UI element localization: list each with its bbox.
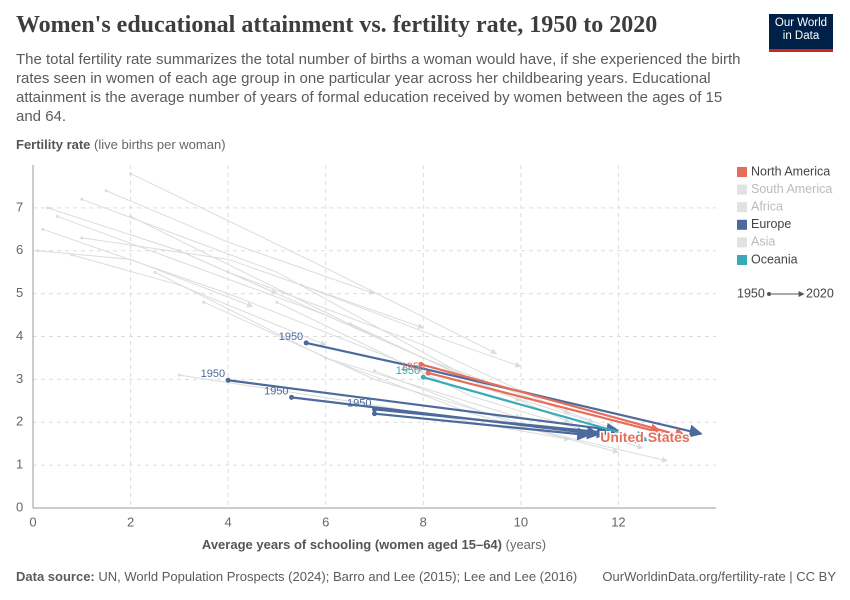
time-key-start: 1950 — [737, 286, 765, 300]
series-line — [81, 237, 424, 329]
time-key-end: 2020 — [806, 286, 834, 300]
start-point — [418, 361, 424, 367]
end-label: United States — [600, 429, 690, 445]
series-line — [37, 250, 254, 308]
start-point — [36, 249, 40, 253]
start-point — [348, 322, 352, 326]
series-line — [81, 198, 473, 380]
x-tick-label: 8 — [420, 514, 427, 529]
start-point — [104, 189, 108, 193]
y-axis-label: Fertility rate (live births per woman) — [16, 137, 226, 152]
y-tick-label: 4 — [16, 328, 23, 343]
legend-swatch — [737, 237, 747, 248]
x-tick-label: 12 — [611, 514, 625, 529]
start-point — [177, 373, 181, 377]
y-tick-label: 0 — [16, 499, 23, 514]
start-point — [299, 283, 303, 287]
start-point — [372, 411, 377, 417]
legend-swatch — [737, 184, 747, 195]
footer-source: Data source: UN, World Population Prospe… — [16, 569, 577, 584]
y-tick-label: 5 — [16, 285, 23, 300]
start-point — [420, 374, 426, 380]
start-point — [80, 197, 84, 201]
title: Women's educational attainment vs. ferti… — [16, 12, 658, 38]
series-line — [305, 341, 703, 438]
source: UN, World Population Prospects (2024); B… — [98, 569, 578, 584]
x-tick-label: 6 — [322, 514, 329, 529]
start-point — [226, 270, 230, 274]
start-label: 1950 — [396, 365, 420, 377]
x-axis-label: Average years of schooling (women aged 1… — [202, 537, 546, 552]
series-line — [47, 207, 278, 295]
y-tick-label: 7 — [16, 199, 23, 214]
series-line — [374, 370, 668, 463]
x-tick-label: 4 — [225, 514, 232, 529]
legend-swatch — [737, 167, 747, 177]
x-tick-label: 0 — [29, 514, 36, 529]
footer-url[interactable]: OurWorldinData.org/fertility-rate | CC B… — [602, 569, 836, 584]
start-point — [41, 227, 45, 231]
y-tick-label: 2 — [16, 414, 23, 429]
series-line — [420, 363, 689, 441]
start-point — [153, 270, 157, 274]
legend-swatch — [737, 219, 747, 230]
x-tick-label: 10 — [514, 514, 528, 529]
legend-label: Asia — [751, 235, 775, 249]
y-label-note: (live births per woman) — [94, 137, 226, 152]
y-tick-label: 1 — [16, 457, 23, 472]
start-point — [55, 214, 59, 218]
start-point — [46, 206, 50, 210]
legend-label: Europe — [751, 217, 791, 231]
start-label: 1950 — [279, 331, 303, 343]
series-line — [105, 190, 376, 295]
series-line — [179, 374, 571, 442]
source-label: Data source: — [16, 569, 95, 584]
legend-label: North America — [751, 164, 830, 178]
start-point — [372, 406, 377, 412]
start-point — [373, 369, 376, 373]
series-line — [427, 371, 664, 437]
y-tick-label: 6 — [16, 242, 23, 257]
start-point — [425, 370, 431, 376]
start-point — [202, 300, 206, 304]
series-line — [374, 408, 610, 439]
start-label: 1950 — [201, 368, 225, 380]
start-point — [275, 300, 279, 304]
start-label: 1950 — [264, 385, 288, 397]
time-key-dot — [767, 292, 771, 296]
legend-label: Africa — [751, 199, 783, 213]
x-label: Average years of schooling (women aged 1… — [202, 537, 502, 552]
legend-swatch — [737, 202, 747, 213]
series-line — [228, 379, 620, 436]
series-line — [130, 173, 498, 355]
start-point — [129, 172, 133, 176]
y-tick-label: 3 — [16, 371, 23, 386]
legend-swatch — [737, 255, 747, 265]
logo[interactable]: Our World in Data — [769, 14, 833, 52]
subtitle: The total fertility rate summarizes the … — [16, 51, 741, 125]
x-tick-label: 2 — [127, 514, 134, 529]
legend-label: South America — [751, 182, 832, 196]
start-point — [225, 377, 231, 383]
y-label: Fertility rate — [16, 137, 90, 152]
start-point — [129, 214, 133, 218]
series-line — [301, 284, 522, 368]
x-label-note: (years) — [506, 537, 546, 552]
start-point — [303, 340, 309, 346]
series-line — [71, 254, 327, 346]
series-line — [42, 228, 424, 372]
series-line — [374, 412, 591, 441]
start-point — [80, 236, 84, 240]
series-line — [349, 323, 595, 424]
series-line — [422, 376, 649, 444]
start-point — [289, 394, 295, 400]
legend-label: Oceania — [751, 252, 798, 266]
start-label: 1950 — [347, 397, 371, 409]
